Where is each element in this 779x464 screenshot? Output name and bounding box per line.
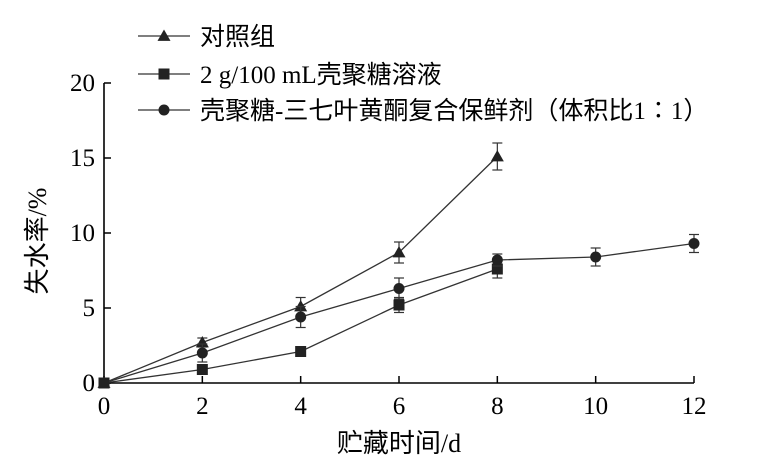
x-tick-label: 4 [294, 393, 307, 420]
series-circle [98, 233, 700, 389]
y-tick-label: 0 [83, 370, 96, 397]
data-point-circle [688, 238, 700, 249]
y-tick-label: 20 [70, 70, 95, 97]
x-axis-title: 贮藏时间/d [337, 429, 461, 458]
data-point-triangle [490, 150, 504, 162]
data-point-circle [295, 311, 307, 323]
data-point-square [295, 346, 307, 357]
legend-item: 壳聚糖-三七叶黄酮复合保鲜剂（体积比1∶1） [138, 97, 708, 125]
data-point-square [491, 263, 503, 275]
data-point-circle [98, 377, 110, 389]
data-point-square [393, 299, 405, 311]
data-point-circle [393, 283, 405, 294]
y-axis-title: 失水率/% [23, 188, 52, 295]
legend-label: 2 g/100 mL壳聚糖溶液 [200, 61, 442, 89]
y-tick-label: 10 [70, 220, 95, 247]
axes: 0 2 4 6 8 10 12 0 5 10 15 20 [70, 70, 707, 420]
x-tick-label: 12 [682, 393, 707, 420]
legend-marker-triangle [157, 29, 171, 41]
x-tick-label: 8 [491, 393, 504, 420]
x-ticks: 0 2 4 6 8 10 12 [98, 376, 707, 420]
x-tick-label: 6 [393, 393, 406, 420]
y-tick-label: 5 [83, 295, 96, 322]
legend-label: 壳聚糖-三七叶黄酮复合保鲜剂（体积比1∶1） [200, 97, 708, 125]
legend-item: 2 g/100 mL壳聚糖溶液 [138, 61, 442, 89]
data-point-circle [491, 254, 503, 266]
data-point-circle [590, 251, 602, 263]
plot-series [97, 142, 700, 389]
x-tick-label: 2 [196, 393, 209, 420]
data-point-circle [196, 347, 208, 359]
legend-item: 对照组 [138, 23, 275, 51]
data-point-triangle [294, 300, 308, 312]
x-tick-label: 0 [98, 393, 111, 420]
x-tick-label: 10 [583, 393, 608, 420]
legend-marker-circle [158, 104, 170, 116]
legend-marker-square [158, 68, 170, 80]
series-line [103, 242, 695, 384]
data-point-square [196, 364, 208, 375]
legend-label: 对照组 [200, 23, 275, 51]
data-point-triangle [392, 246, 406, 258]
y-ticks: 0 5 10 15 20 [70, 70, 111, 397]
y-tick-label: 15 [70, 145, 95, 172]
series-square [98, 259, 503, 389]
